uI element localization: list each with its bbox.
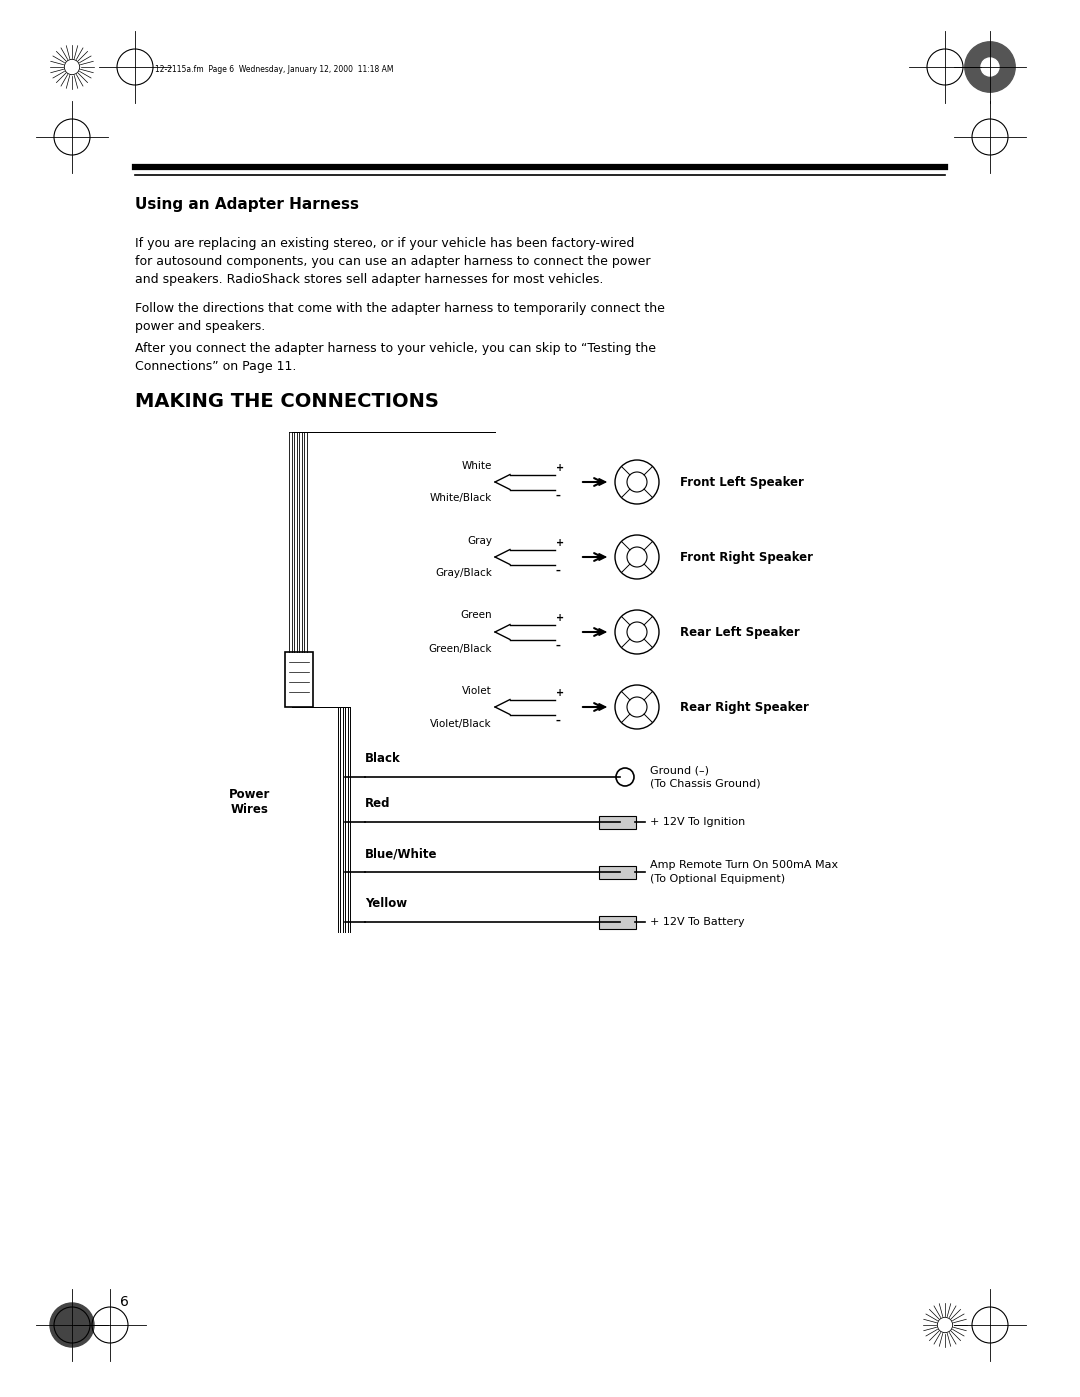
Circle shape bbox=[964, 42, 1015, 92]
Text: Front Left Speaker: Front Left Speaker bbox=[680, 475, 804, 489]
Text: Using an Adapter Harness: Using an Adapter Harness bbox=[135, 197, 359, 212]
Text: 6: 6 bbox=[120, 1295, 129, 1309]
FancyBboxPatch shape bbox=[599, 915, 636, 929]
Text: Follow the directions that come with the adapter harness to temporarily connect : Follow the directions that come with the… bbox=[135, 302, 665, 332]
Text: White/Black: White/Black bbox=[430, 493, 492, 503]
Text: Power
Wires: Power Wires bbox=[229, 788, 271, 816]
Circle shape bbox=[50, 1303, 94, 1347]
Text: Rear Left Speaker: Rear Left Speaker bbox=[680, 626, 800, 638]
Text: Amp Remote Turn On 500mA Max
(To Optional Equipment): Amp Remote Turn On 500mA Max (To Optiona… bbox=[650, 861, 838, 883]
Circle shape bbox=[968, 45, 1012, 89]
Text: Front Right Speaker: Front Right Speaker bbox=[680, 550, 813, 563]
Text: Green: Green bbox=[460, 610, 492, 620]
Text: Gray/Black: Gray/Black bbox=[435, 569, 492, 578]
Text: Green/Black: Green/Black bbox=[429, 644, 492, 654]
Text: –: – bbox=[556, 640, 561, 651]
Text: +: + bbox=[556, 462, 564, 472]
Text: Violet/Black: Violet/Black bbox=[430, 718, 492, 728]
FancyBboxPatch shape bbox=[599, 816, 636, 828]
Text: 12-2115a.fm  Page 6  Wednesday, January 12, 2000  11:18 AM: 12-2115a.fm Page 6 Wednesday, January 12… bbox=[156, 64, 393, 74]
Text: + 12V To Battery: + 12V To Battery bbox=[650, 916, 744, 928]
Text: Red: Red bbox=[365, 798, 391, 810]
Text: Yellow: Yellow bbox=[365, 897, 407, 909]
Text: Gray: Gray bbox=[467, 535, 492, 545]
Text: Ground (–)
(To Chassis Ground): Ground (–) (To Chassis Ground) bbox=[650, 766, 760, 788]
Text: –: – bbox=[556, 490, 561, 500]
Text: Rear Right Speaker: Rear Right Speaker bbox=[680, 700, 809, 714]
Text: +: + bbox=[556, 612, 564, 623]
FancyBboxPatch shape bbox=[599, 866, 636, 879]
Text: +: + bbox=[556, 538, 564, 548]
Text: –: – bbox=[556, 566, 561, 576]
FancyBboxPatch shape bbox=[285, 652, 313, 707]
Text: If you are replacing an existing stereo, or if your vehicle has been factory-wir: If you are replacing an existing stereo,… bbox=[135, 237, 650, 286]
Text: Blue/White: Blue/White bbox=[365, 847, 437, 861]
Text: After you connect the adapter harness to your vehicle, you can skip to “Testing : After you connect the adapter harness to… bbox=[135, 342, 656, 373]
Text: MAKING THE CONNECTIONS: MAKING THE CONNECTIONS bbox=[135, 393, 438, 411]
Text: White: White bbox=[461, 461, 492, 471]
Text: +: + bbox=[556, 687, 564, 697]
Text: Black: Black bbox=[365, 752, 401, 766]
Text: Violet: Violet bbox=[462, 686, 492, 696]
Text: + 12V To Ignition: + 12V To Ignition bbox=[650, 817, 745, 827]
Circle shape bbox=[981, 59, 999, 75]
Text: –: – bbox=[556, 715, 561, 725]
